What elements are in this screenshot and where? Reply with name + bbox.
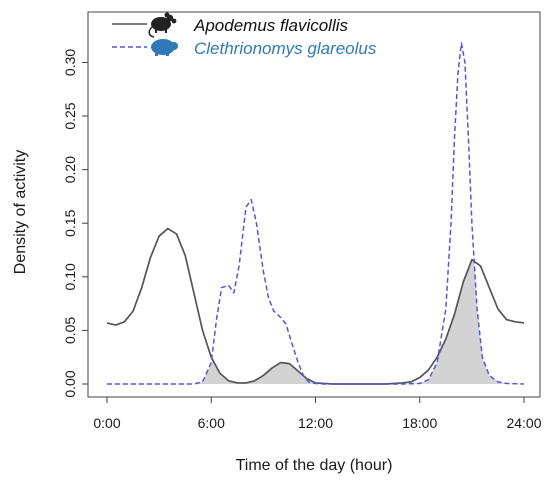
x-axis-title: Time of the day (hour) — [236, 457, 393, 474]
legend-label-apodemus: Apodemus flavicollis — [193, 16, 349, 35]
mouse-icon — [148, 12, 177, 38]
overlap-area — [107, 259, 524, 384]
x-axis: 0:00 6:00 12:00 18:00 24:00 — [93, 396, 542, 431]
vole-icon — [151, 39, 178, 56]
y-tick-label: 0.10 — [62, 263, 78, 290]
y-tick-label: 0.30 — [62, 49, 78, 76]
overlap-fill-layer — [107, 259, 524, 384]
legend: Apodemus flavicollis Clethrionomys glare… — [112, 12, 377, 58]
x-tick-label: 6:00 — [198, 415, 225, 431]
legend-label-clethrionomys: Clethrionomys glareolus — [194, 39, 377, 58]
x-tick-label: 12:00 — [298, 415, 333, 431]
y-tick-label: 0.00 — [62, 370, 78, 397]
x-tick-label: 24:00 — [506, 415, 541, 431]
series-layer — [106, 42, 525, 385]
y-axis: 0.00 0.05 0.10 0.15 0.20 0.25 0.30 — [62, 46, 89, 398]
y-axis-title: Density of activity — [12, 150, 29, 274]
y-tick-label: 0.25 — [62, 102, 78, 129]
y-tick-label: 0.20 — [62, 156, 78, 183]
x-tick-label: 18:00 — [402, 415, 437, 431]
y-tick-label: 0.15 — [62, 209, 78, 236]
series-line-apodemus — [106, 227, 525, 385]
y-tick-label: 0.05 — [62, 317, 78, 344]
x-tick-label: 0:00 — [93, 415, 120, 431]
series-line-clethrionomys — [107, 42, 525, 385]
